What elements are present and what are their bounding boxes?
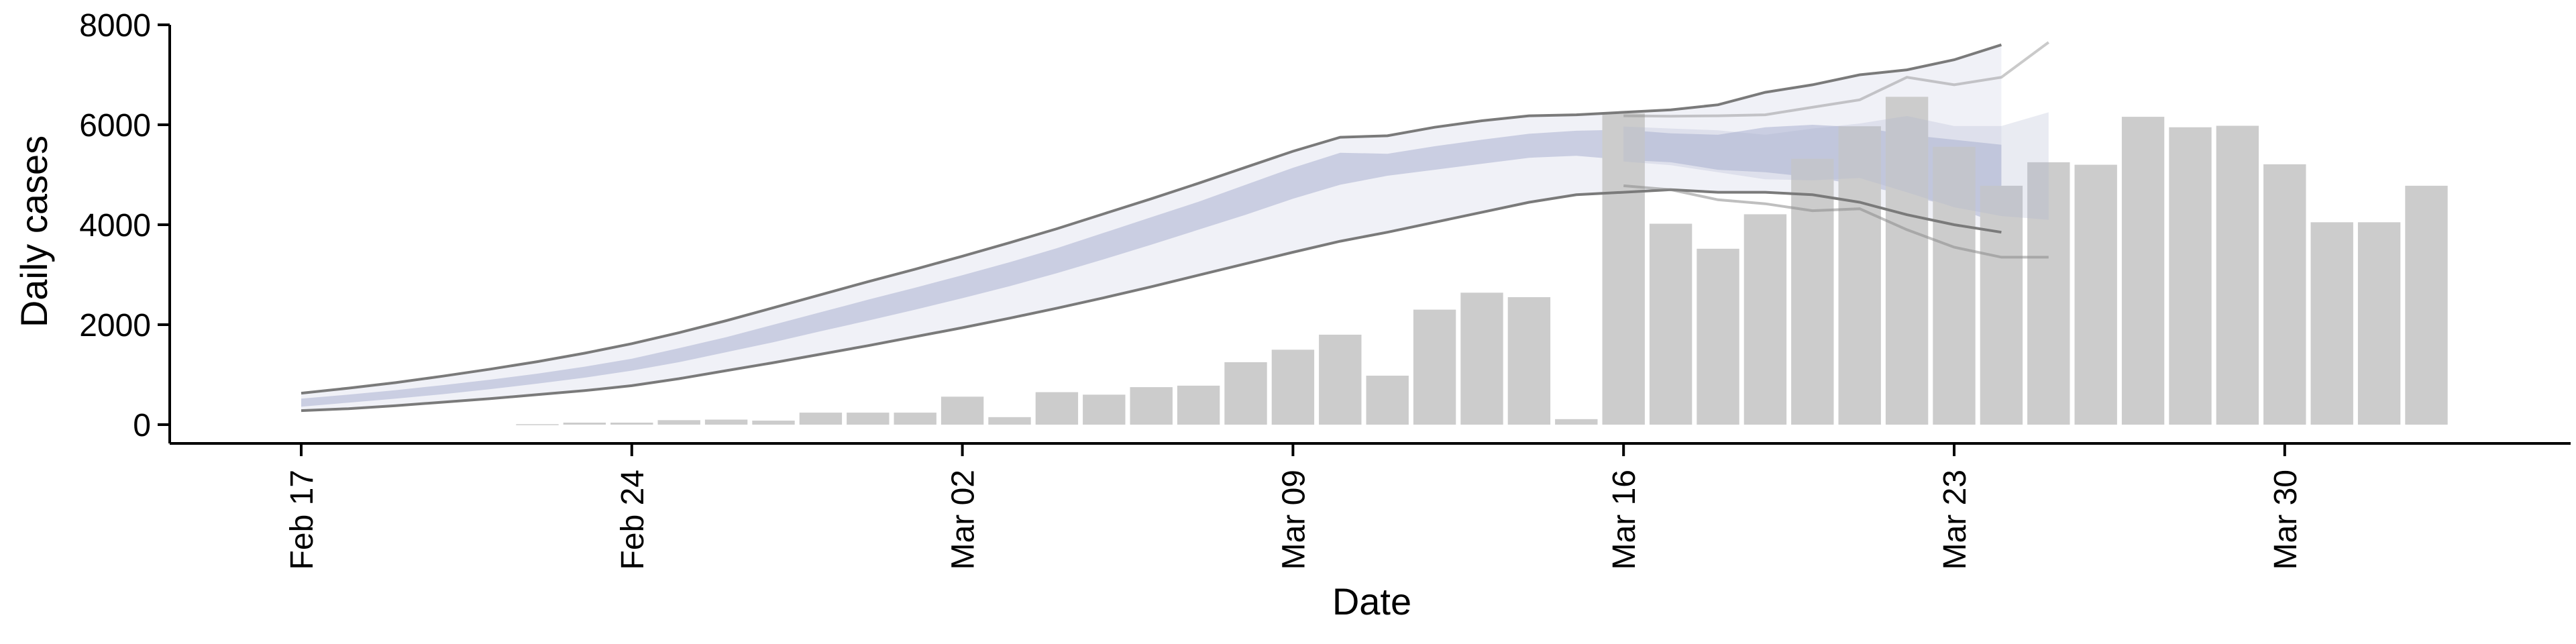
x-tick-label: Mar 16 (1607, 470, 1642, 570)
case-bar (1555, 419, 1598, 425)
case-bar (1319, 334, 1362, 425)
case-bar (2263, 164, 2306, 425)
case-bar (988, 417, 1031, 425)
case-bar (2310, 222, 2353, 425)
upper-interval-line (301, 43, 2002, 395)
inner-interval-band (301, 125, 2002, 407)
daily-case-bars (516, 97, 2448, 425)
case-bar (610, 423, 653, 425)
x-tick-label: Mar 23 (1937, 470, 1973, 570)
x-tick-label: Feb 24 (615, 470, 651, 570)
y-tick-label: 2000 (79, 308, 151, 343)
case-bar (847, 413, 890, 425)
y-tick-label: 4000 (79, 208, 151, 244)
case-bar (2216, 125, 2259, 425)
case-bar (2121, 117, 2165, 425)
case-bar (1507, 297, 1551, 425)
case-bar (1271, 350, 1315, 425)
y-ticks: 0 2000 4000 6000 8000 (79, 8, 170, 443)
case-bar (1697, 248, 1739, 425)
case-bar (1602, 113, 1645, 425)
x-ticks: Feb 17 Feb 24 Mar 02 Mar 09 Mar 16 Mar 23 Mar … (284, 443, 2304, 570)
y-tick-label: 0 (133, 408, 151, 443)
axes: 0 2000 4000 6000 8000 Feb 17 Feb 24 Mar 02 Mar … (13, 8, 2571, 623)
model-interval-lines (301, 41, 2049, 413)
model-bands (301, 44, 2002, 411)
y-tick-label: 6000 (79, 108, 151, 144)
case-bar (2169, 127, 2212, 425)
case-bar (1460, 292, 1503, 425)
case-bar (2027, 162, 2070, 425)
case-bar (1035, 392, 1079, 425)
x-tick-label: Feb 17 (284, 470, 320, 570)
case-bar (704, 419, 748, 425)
case-bar (799, 413, 843, 425)
y-tick-label: 8000 (79, 8, 151, 44)
case-bar (1649, 223, 1693, 425)
lower-interval-line (301, 188, 2002, 413)
x-tick-label: Mar 02 (946, 470, 981, 570)
case-bar (1413, 309, 1456, 425)
forecast-upper-line (1623, 41, 2049, 118)
case-bar (1177, 385, 1220, 425)
case-bar (1838, 126, 1881, 425)
case-bar (1083, 394, 1126, 425)
case-bar (941, 396, 984, 425)
case-bar (1366, 376, 1409, 425)
case-bar (2405, 185, 2448, 425)
x-tick-label: Mar 30 (2268, 470, 2304, 570)
forecast-band (1623, 112, 2049, 220)
case-bar (1980, 185, 2023, 425)
forecast-lower-line (1623, 184, 2049, 259)
case-bar (1743, 214, 1787, 425)
case-bar (752, 421, 795, 425)
case-bar (1933, 146, 1976, 425)
y-axis-title: Daily cases (13, 136, 55, 327)
case-bar (1885, 97, 1929, 425)
case-bar (1791, 158, 1834, 425)
x-tick-label: Mar 09 (1276, 470, 1311, 570)
x-axis-title: Date (1332, 580, 1411, 623)
case-bar (657, 420, 700, 425)
case-bar (563, 423, 606, 425)
case-bar (2357, 222, 2401, 425)
case-bar (516, 424, 559, 425)
case-bar (1224, 362, 1267, 425)
case-bar (1130, 387, 1173, 425)
case-bar (2074, 164, 2117, 425)
case-bar (894, 413, 936, 425)
